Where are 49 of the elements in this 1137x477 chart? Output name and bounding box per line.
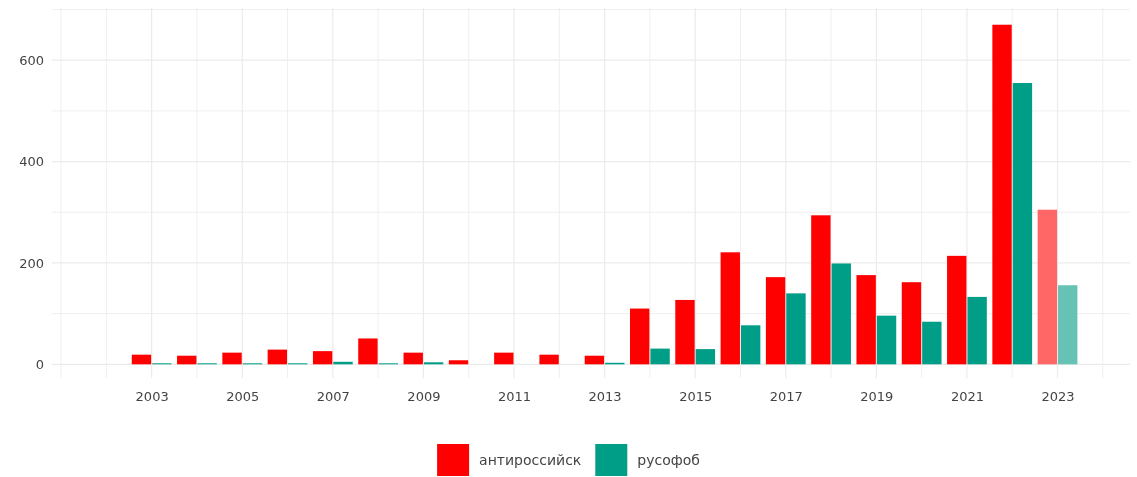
legend-label: русофоб xyxy=(637,452,700,468)
y-tick-label: 600 xyxy=(19,52,44,68)
bar xyxy=(1037,209,1058,365)
bar xyxy=(992,24,1012,365)
bar xyxy=(630,308,650,365)
y-tick-label: 400 xyxy=(19,154,44,170)
bar xyxy=(403,352,423,365)
bar xyxy=(675,299,695,365)
bar xyxy=(740,325,761,365)
bar xyxy=(947,255,967,365)
bar xyxy=(494,352,514,365)
bar xyxy=(811,215,831,365)
bar xyxy=(786,293,806,365)
bar xyxy=(131,354,152,365)
bar xyxy=(650,348,670,365)
bar xyxy=(967,296,987,365)
bar xyxy=(222,352,242,365)
x-tick-label: 2011 xyxy=(497,389,532,405)
x-tick-label: 2021 xyxy=(950,389,984,405)
bar xyxy=(831,263,851,365)
bar xyxy=(876,315,897,365)
bar xyxy=(423,362,444,365)
bar xyxy=(448,360,469,365)
bar xyxy=(358,338,378,365)
x-tick-label: 2009 xyxy=(407,389,441,405)
bar xyxy=(584,355,605,365)
bar xyxy=(312,351,333,365)
y-tick-label: 0 xyxy=(35,356,44,372)
x-tick-label: 2019 xyxy=(860,389,894,405)
x-tick-label: 2015 xyxy=(679,389,713,405)
x-tick-label: 2007 xyxy=(316,389,350,405)
bar xyxy=(922,321,942,365)
bar xyxy=(695,349,716,365)
bar xyxy=(720,252,740,365)
x-tick-label: 2017 xyxy=(769,389,803,405)
bar xyxy=(267,349,288,365)
bar xyxy=(856,275,876,365)
y-tick-label: 200 xyxy=(19,255,44,271)
legend-label: антироссийск xyxy=(479,452,582,468)
bar xyxy=(539,354,559,365)
x-tick-label: 2003 xyxy=(135,389,169,405)
bar xyxy=(1012,83,1033,365)
bar xyxy=(901,282,922,365)
bar xyxy=(177,355,197,365)
x-tick-label: 2023 xyxy=(1041,389,1075,405)
x-tick-label: 2013 xyxy=(588,389,622,405)
bar xyxy=(1058,285,1078,365)
x-tick-label: 2005 xyxy=(226,389,260,405)
bar xyxy=(765,277,786,365)
